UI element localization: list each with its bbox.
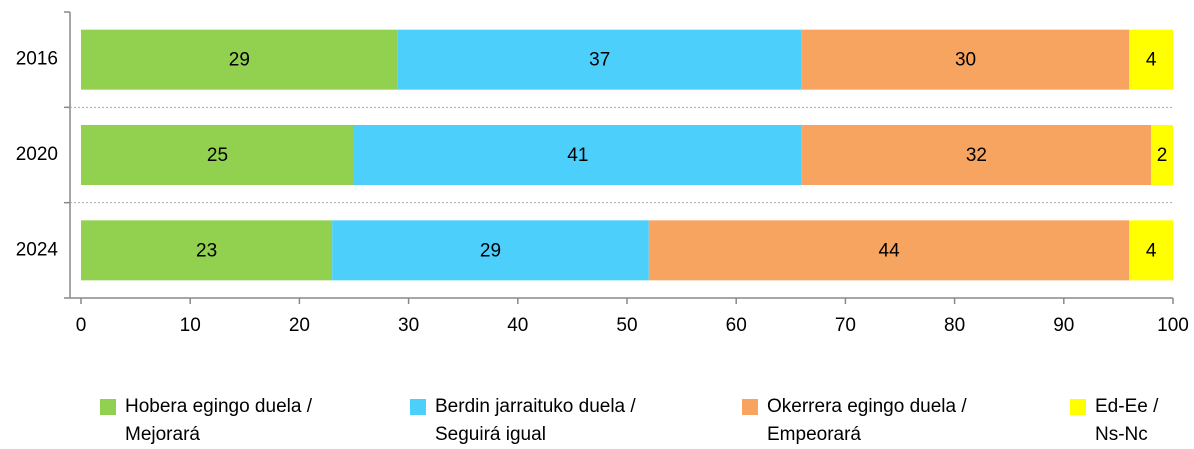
data-label: 30 — [955, 50, 976, 71]
legend-swatch — [1070, 399, 1086, 415]
legend-item: Okerrera egingo duela / Empeorará — [742, 393, 967, 449]
y-tick-label: 2024 — [16, 239, 59, 260]
legend-label: Berdin jarraituko duela / Seguirá igual — [435, 396, 636, 445]
bar-segment — [354, 125, 802, 185]
legend-swatch — [742, 399, 758, 415]
x-tick-label: 50 — [616, 315, 637, 336]
bar-segment — [1129, 29, 1173, 90]
legend-label: Hobera egingo duela / Mejorará — [125, 396, 312, 445]
data-label: 4 — [1146, 50, 1157, 71]
bar-segment — [81, 29, 398, 90]
legend-item: Hobera egingo duela / Mejorará — [100, 393, 312, 449]
bar-segment — [801, 29, 1130, 90]
bar-segment — [332, 220, 649, 281]
legend-item: Ed-Ee / Ns-Nc — [1070, 393, 1158, 449]
bar-segment — [801, 125, 1152, 185]
legend-swatch — [410, 399, 426, 415]
x-tick-label: 100 — [1157, 315, 1189, 336]
data-label: 29 — [229, 50, 250, 71]
legend-item: Berdin jarraituko duela / Seguirá igual — [410, 393, 636, 449]
x-tick-label: 40 — [507, 315, 528, 336]
x-tick-label: 20 — [289, 315, 310, 336]
legend-label: Okerrera egingo duela / Empeorará — [767, 396, 967, 445]
x-tick-label: 60 — [726, 315, 747, 336]
y-tick-label: 2020 — [16, 144, 58, 165]
data-label: 37 — [589, 50, 610, 71]
data-label: 29 — [480, 240, 501, 261]
x-tick-label: 0 — [76, 315, 87, 336]
data-label: 23 — [196, 240, 217, 261]
bar-segment — [1129, 220, 1173, 281]
data-label: 2 — [1157, 145, 1168, 166]
legend-label: Ed-Ee / Ns-Nc — [1095, 396, 1159, 445]
data-label: 41 — [567, 145, 588, 166]
data-label: 25 — [207, 145, 228, 166]
x-tick-label: 10 — [180, 315, 201, 336]
bar-segment — [648, 220, 1130, 281]
x-tick-label: 80 — [944, 315, 965, 336]
bar-segment — [81, 220, 333, 281]
bar-segment — [81, 125, 354, 185]
y-tick-label: 2016 — [16, 49, 58, 70]
data-label: 44 — [879, 240, 901, 261]
x-tick-label: 30 — [398, 315, 419, 336]
legend-swatch — [100, 399, 116, 415]
bar-segment — [1151, 125, 1173, 185]
data-label: 32 — [966, 145, 987, 166]
x-tick-label: 70 — [835, 315, 856, 336]
bar-segment — [397, 29, 802, 90]
x-tick-label: 90 — [1053, 315, 1074, 336]
data-label: 4 — [1146, 240, 1157, 261]
